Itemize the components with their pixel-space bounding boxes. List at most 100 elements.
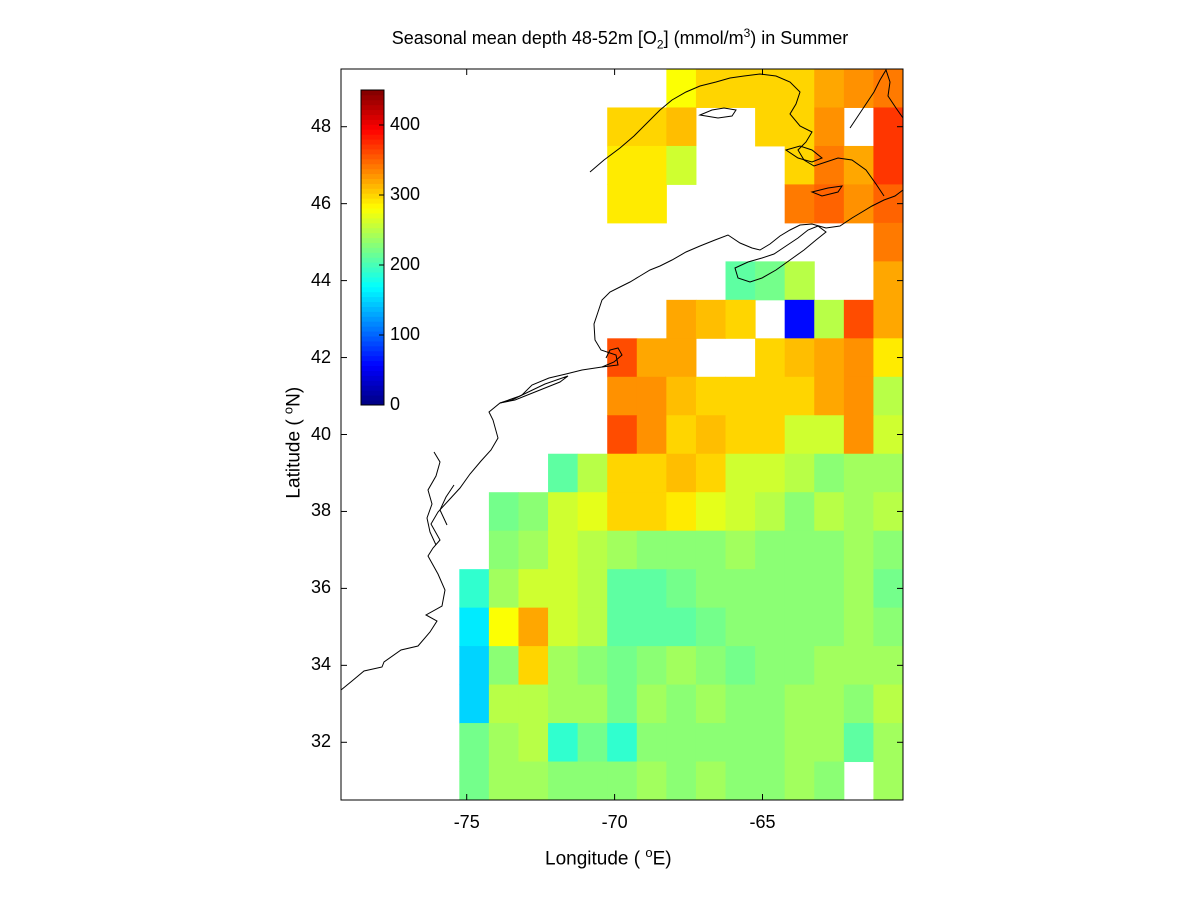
colorbar-tick-label: 400 bbox=[390, 114, 421, 134]
colorbar-step bbox=[361, 247, 384, 253]
colorbar-step bbox=[361, 350, 384, 357]
heatmap-cell bbox=[636, 530, 667, 570]
heatmap-cell bbox=[636, 646, 667, 686]
heatmap-cell bbox=[843, 299, 874, 339]
heatmap-cell bbox=[784, 530, 815, 570]
heatmap-cell bbox=[843, 530, 874, 570]
coastline-chesapeake bbox=[426, 451, 441, 546]
heatmap-cell bbox=[636, 145, 667, 185]
heatmap-cell bbox=[725, 376, 756, 416]
heatmap-cell bbox=[666, 415, 697, 455]
heatmap-cell bbox=[459, 761, 490, 801]
coastline-gaspe bbox=[784, 145, 823, 163]
heatmap-cell bbox=[784, 261, 815, 301]
coastline-delaware bbox=[439, 484, 455, 526]
y-tick-label: 42 bbox=[310, 346, 331, 367]
coastline-pei bbox=[810, 185, 844, 197]
heatmap-cell bbox=[755, 415, 786, 455]
heatmap-cell bbox=[488, 723, 519, 763]
colorbar-step bbox=[361, 198, 384, 204]
colorbar-step bbox=[361, 286, 384, 293]
colorbar-step bbox=[361, 242, 384, 248]
colorbar-step bbox=[361, 380, 384, 386]
colorbar-step bbox=[361, 385, 384, 391]
heatmap-cell bbox=[518, 761, 549, 801]
coastline-newfoundland bbox=[849, 68, 904, 129]
heatmap-cell bbox=[695, 299, 727, 339]
colorbar bbox=[360, 89, 385, 406]
heatmap-cell bbox=[695, 69, 727, 108]
heatmap-cell bbox=[814, 646, 845, 686]
heatmap-cell bbox=[518, 684, 549, 724]
colorbar-step bbox=[361, 149, 384, 155]
heatmap-cell bbox=[725, 530, 756, 570]
heatmap-cell bbox=[548, 684, 579, 724]
x-tick-label: -65 bbox=[749, 812, 776, 832]
heatmap-cell bbox=[548, 607, 579, 647]
heatmap-cell bbox=[695, 569, 727, 609]
heatmap-cell bbox=[843, 569, 874, 609]
x-tick-label: -70 bbox=[601, 812, 628, 832]
heatmap-cell bbox=[814, 684, 845, 724]
heatmap-cell bbox=[725, 723, 756, 763]
y-tick-label: 34 bbox=[310, 654, 331, 675]
heatmap-cell bbox=[666, 107, 697, 147]
heatmap-cell bbox=[873, 299, 904, 339]
colorbar-step bbox=[361, 203, 384, 209]
heatmap-cell bbox=[518, 530, 549, 570]
heatmap-cell bbox=[607, 569, 638, 609]
heatmap-cell bbox=[607, 607, 638, 647]
heatmap-cell bbox=[725, 415, 756, 455]
colorbar-tick-label: 200 bbox=[390, 254, 421, 274]
heatmap-cell bbox=[577, 530, 608, 570]
heatmap-cell bbox=[873, 376, 904, 416]
heatmap-cell bbox=[577, 569, 608, 609]
heatmap-cell bbox=[814, 453, 845, 493]
heatmap-cell bbox=[873, 222, 904, 262]
heatmap-cell bbox=[607, 145, 638, 185]
colorbar-step bbox=[361, 217, 384, 224]
colorbar-step bbox=[361, 104, 384, 111]
heatmap-cell bbox=[607, 453, 638, 493]
colorbar-step bbox=[361, 114, 384, 120]
heatmap-cell bbox=[784, 184, 815, 224]
heatmap-cell bbox=[607, 530, 638, 570]
colorbar-step bbox=[361, 134, 384, 140]
heatmap-cell bbox=[755, 338, 786, 378]
heatmap-cell bbox=[636, 761, 667, 801]
heatmap-cell bbox=[755, 107, 786, 147]
heatmap-cell bbox=[695, 453, 727, 493]
colorbar-step bbox=[361, 262, 384, 268]
heatmap-cell bbox=[843, 415, 874, 455]
y-tick-label: 36 bbox=[310, 577, 331, 598]
colorbar-step bbox=[361, 267, 384, 273]
heatmap-cell bbox=[548, 761, 579, 801]
heatmap-cell bbox=[784, 376, 815, 416]
colorbar-step bbox=[361, 168, 384, 175]
colorbar-step bbox=[361, 316, 384, 322]
heatmap-cell bbox=[695, 530, 727, 570]
colorbar-step bbox=[361, 301, 384, 307]
heatmap-cell bbox=[459, 684, 490, 724]
colorbar-step bbox=[361, 365, 384, 371]
heatmap-cell bbox=[784, 684, 815, 724]
heatmap-cell bbox=[755, 376, 786, 416]
heatmap-cell bbox=[636, 415, 667, 455]
colorbar-step bbox=[361, 252, 384, 258]
colorbar-step bbox=[361, 227, 384, 234]
coastline-anticosti bbox=[698, 107, 737, 119]
heatmap-cell bbox=[488, 569, 519, 609]
heatmap-cell bbox=[725, 569, 756, 609]
colorbar-step bbox=[361, 311, 384, 317]
heatmap-cell bbox=[666, 684, 697, 724]
heatmap-cell bbox=[814, 415, 845, 455]
colorbar-step bbox=[361, 173, 384, 179]
colorbar-step bbox=[361, 331, 384, 337]
heatmap-cell bbox=[488, 530, 519, 570]
heatmap-cell bbox=[666, 607, 697, 647]
heatmap-cell bbox=[666, 530, 697, 570]
heatmap-cell bbox=[843, 338, 874, 378]
heatmap-cell bbox=[843, 723, 874, 763]
heatmap-cell bbox=[755, 569, 786, 609]
heatmap-cell bbox=[636, 184, 667, 224]
